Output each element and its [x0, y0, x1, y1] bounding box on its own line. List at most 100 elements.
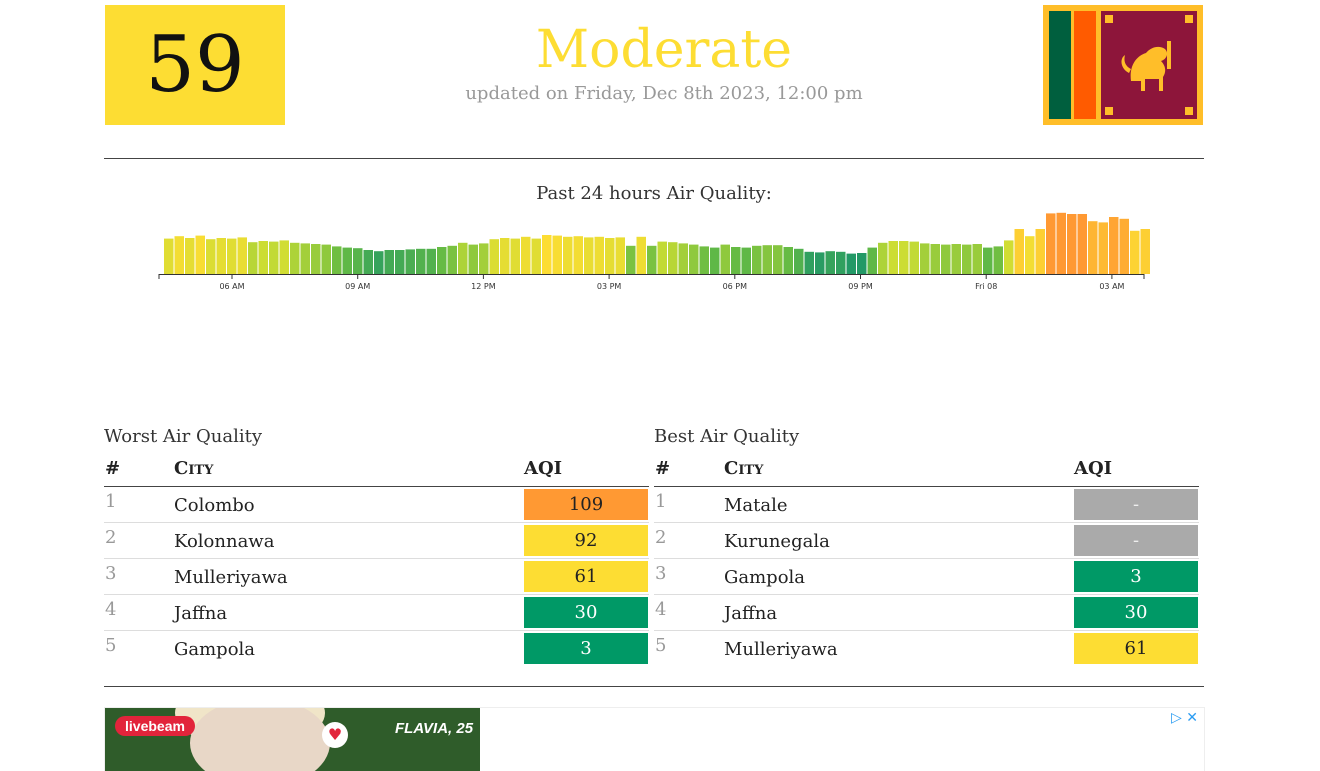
chart-bar[interactable] [762, 245, 773, 274]
chart-bar[interactable] [909, 241, 920, 274]
chart-bar[interactable] [237, 237, 248, 274]
chart-bar[interactable] [972, 244, 983, 274]
row-city-link[interactable]: Jaffna [174, 603, 228, 624]
chart-bar[interactable] [720, 244, 731, 274]
row-city-link[interactable]: Kolonnawa [174, 531, 275, 552]
chart-bar[interactable] [710, 247, 720, 274]
chart-bar[interactable] [794, 248, 804, 274]
close-icon[interactable]: ✕ [1186, 710, 1198, 726]
chart-bar[interactable] [426, 248, 437, 274]
chart-bar[interactable] [867, 247, 878, 274]
chart-bar[interactable] [489, 239, 500, 274]
chart-bar[interactable] [279, 240, 290, 274]
chart-bar[interactable] [195, 235, 206, 274]
row-city-link[interactable]: Matale [724, 495, 788, 516]
heart-icon[interactable]: ♥ [322, 722, 348, 748]
table-row[interactable]: 3 Mulleriyawa 61 [104, 559, 649, 595]
chart-bar[interactable] [836, 251, 846, 274]
chart-bar[interactable] [773, 245, 783, 274]
chart-bar[interactable] [678, 243, 689, 274]
row-city-link[interactable]: Mulleriyawa [724, 639, 838, 660]
table-row[interactable]: 3 Gampola 3 [654, 559, 1199, 595]
chart-bar[interactable] [605, 238, 615, 274]
adchoices-icon[interactable]: ▷ [1171, 710, 1182, 726]
chart-bar[interactable] [563, 236, 573, 274]
chart-bar[interactable] [290, 242, 300, 274]
chart-bar[interactable] [552, 235, 563, 274]
chart-bar[interactable] [1014, 229, 1025, 274]
chart-bar[interactable] [647, 245, 657, 274]
chart-bar[interactable] [437, 247, 447, 274]
chart-bar[interactable] [888, 241, 899, 274]
chart-bar[interactable] [1067, 214, 1077, 274]
chart-bar[interactable] [626, 245, 636, 274]
row-city-link[interactable]: Colombo [174, 495, 255, 516]
chart-bar[interactable] [311, 244, 321, 274]
chart-bar[interactable] [458, 242, 468, 274]
chart-bar[interactable] [405, 249, 416, 274]
chart-bar[interactable] [1077, 214, 1088, 274]
chart-bar[interactable] [983, 247, 993, 274]
chart-bar[interactable] [185, 238, 195, 274]
chart-bar[interactable] [941, 244, 951, 274]
chart-bar[interactable] [384, 250, 395, 274]
chart-bar[interactable] [1046, 213, 1056, 274]
chart-bar[interactable] [1035, 229, 1046, 274]
chart-bar[interactable] [920, 243, 930, 274]
chart-bar[interactable] [342, 247, 353, 274]
ad-image[interactable]: livebeam ♥ FLAVIA, 25 [105, 708, 480, 771]
chart-bar[interactable] [594, 236, 605, 274]
chart-bar[interactable] [258, 241, 269, 274]
chart-bar[interactable] [668, 242, 678, 274]
chart-bar[interactable] [531, 238, 542, 274]
table-row[interactable]: 2 Kurunegala - [654, 523, 1199, 559]
chart-bar[interactable] [1119, 218, 1130, 274]
chart-bar[interactable] [447, 245, 458, 274]
table-row[interactable]: 4 Jaffna 30 [104, 595, 649, 631]
table-row[interactable]: 2 Kolonnawa 92 [104, 523, 649, 559]
chart-bar[interactable] [951, 244, 962, 274]
chart-bar[interactable] [468, 244, 479, 274]
chart-bar[interactable] [993, 246, 1004, 274]
chart-bar[interactable] [899, 241, 909, 274]
chart-bar[interactable] [689, 244, 699, 274]
chart-bar[interactable] [227, 238, 237, 274]
chart-bar[interactable] [615, 237, 626, 274]
table-row[interactable]: 1 Colombo 109 [104, 487, 649, 523]
chart-bar[interactable] [1004, 240, 1014, 274]
chart-bar[interactable] [216, 238, 227, 274]
chart-bar[interactable] [521, 236, 531, 274]
table-row[interactable]: 5 Mulleriyawa 61 [654, 631, 1199, 666]
chart-bar[interactable] [699, 246, 710, 274]
chart-bar[interactable] [164, 238, 174, 274]
chart-bar[interactable] [248, 242, 258, 274]
chart-bar[interactable] [657, 241, 668, 274]
chart-bar[interactable] [300, 243, 311, 274]
table-row[interactable]: 1 Matale - [654, 487, 1199, 523]
chart-bar[interactable] [1098, 222, 1109, 274]
chart-bar[interactable] [584, 237, 594, 274]
chart-bar[interactable] [857, 253, 867, 274]
chart-bar[interactable] [206, 239, 216, 274]
chart-bar[interactable] [815, 252, 825, 274]
chart-bar[interactable] [416, 248, 426, 274]
chart-bar[interactable] [174, 236, 185, 274]
chart-bar[interactable] [269, 241, 279, 274]
chart-bar[interactable] [332, 246, 342, 274]
chart-bar[interactable] [878, 242, 888, 274]
chart-bar[interactable] [930, 244, 941, 274]
row-city-link[interactable]: Mulleriyawa [174, 567, 288, 588]
chart-bar[interactable] [1025, 236, 1035, 274]
chart-bar[interactable] [321, 244, 332, 274]
row-city-link[interactable]: Gampola [174, 639, 256, 660]
chart-bar[interactable] [825, 251, 836, 274]
chart-bar[interactable] [353, 248, 363, 274]
chart-bar[interactable] [846, 253, 857, 274]
chart-bar[interactable] [542, 235, 552, 274]
table-row[interactable]: 5 Gampola 3 [104, 631, 649, 666]
table-row[interactable]: 4 Jaffna 30 [654, 595, 1199, 631]
chart-bar[interactable] [1109, 217, 1119, 274]
advertisement-banner[interactable]: livebeam ♥ FLAVIA, 25 ▷ ✕ [104, 707, 1205, 771]
chart-bar[interactable] [783, 247, 794, 274]
chart-bar[interactable] [363, 250, 374, 274]
